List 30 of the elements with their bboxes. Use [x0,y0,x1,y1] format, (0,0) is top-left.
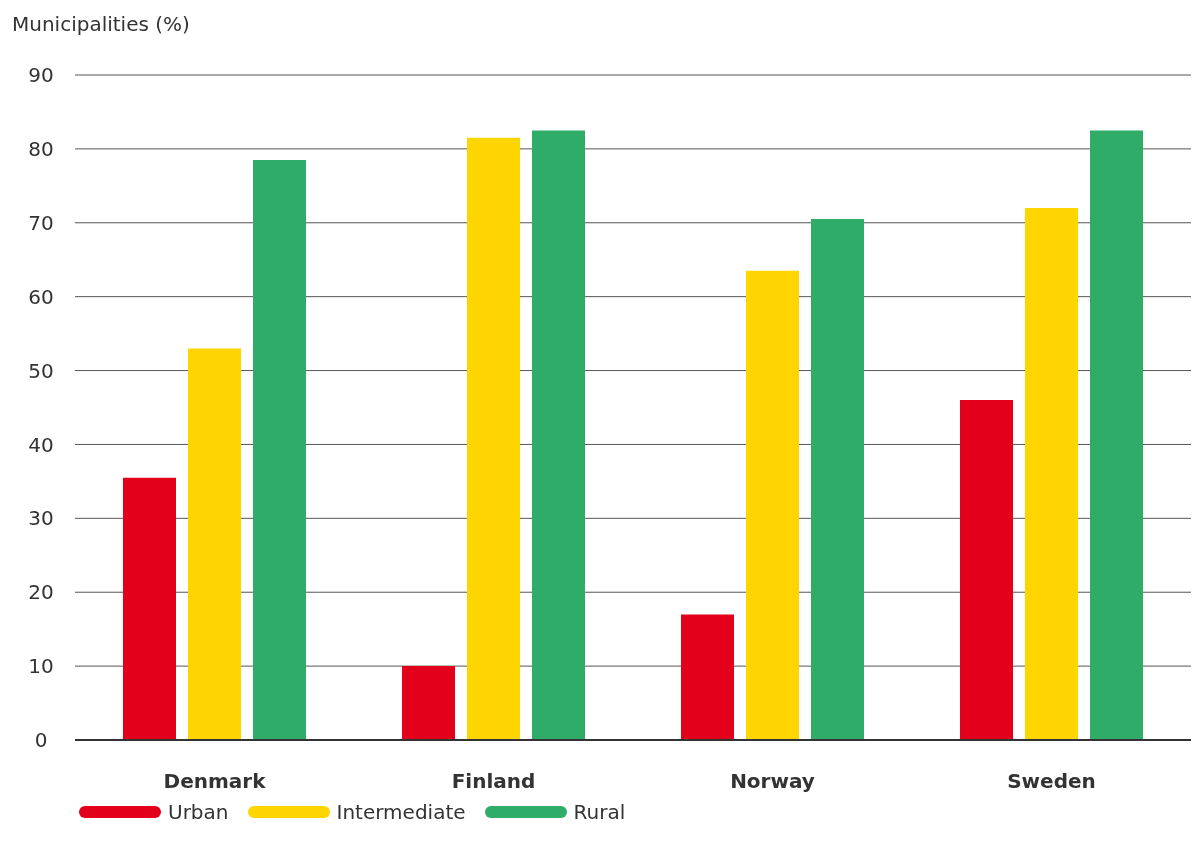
bar [1090,130,1143,740]
bar [467,137,520,740]
bar [811,219,864,740]
y-tick-label: 40 [28,432,54,457]
y-tick-label: 60 [28,284,54,309]
legend-label: Intermediate [336,800,466,824]
bar [960,400,1013,740]
bar [1025,208,1078,740]
y-tick-label: 30 [28,506,54,531]
bar [681,614,734,740]
y-tick-label: 0 [34,728,48,753]
y-tick-label: 50 [28,358,54,383]
x-tick-label: Sweden [1007,769,1096,794]
y-tick-label: 20 [28,580,54,605]
bar [123,477,176,740]
y-tick-label: 10 [28,654,54,679]
y-tick-label: 80 [28,136,54,161]
bar [253,159,306,740]
x-tick-label: Finland [451,769,536,794]
bar [532,130,585,740]
bar [402,666,455,740]
legend-label: Rural [573,800,626,824]
y-tick-label: 90 [28,63,54,88]
x-tick-label: Denmark [163,769,267,794]
bar [188,348,241,740]
x-tick-label: Norway [730,769,815,794]
bar [746,270,799,740]
y-axis-title: Municipalities (%) [12,12,190,36]
legend-label: Urban [168,800,229,824]
y-tick-label: 70 [28,210,54,235]
